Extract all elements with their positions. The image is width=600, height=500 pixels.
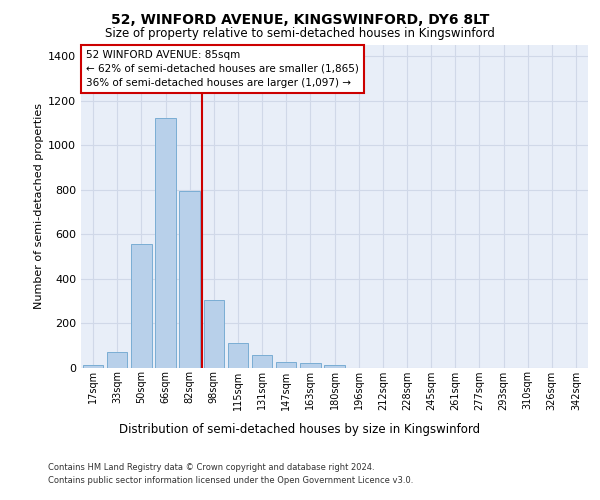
Text: Contains HM Land Registry data © Crown copyright and database right 2024.: Contains HM Land Registry data © Crown c… [48,462,374,471]
Bar [300,364,320,368]
Bar [179,190,200,368]
Bar [107,352,127,368]
Bar [131,244,152,368]
Text: Distribution of semi-detached houses by size in Kingswinford: Distribution of semi-detached houses by … [119,422,481,436]
Y-axis label: Number of semi-detached properties: Number of semi-detached properties [34,104,44,309]
Text: Size of property relative to semi-detached houses in Kingswinford: Size of property relative to semi-detach… [105,28,495,40]
Bar [83,366,103,368]
Bar [155,118,176,368]
Text: 52, WINFORD AVENUE, KINGSWINFORD, DY6 8LT: 52, WINFORD AVENUE, KINGSWINFORD, DY6 8L… [111,12,489,26]
Bar [252,356,272,368]
Bar [203,300,224,368]
Bar [227,343,248,367]
Bar [324,366,345,368]
Text: Contains public sector information licensed under the Open Government Licence v3: Contains public sector information licen… [48,476,413,485]
Bar [276,362,296,368]
Text: 52 WINFORD AVENUE: 85sqm
← 62% of semi-detached houses are smaller (1,865)
36% o: 52 WINFORD AVENUE: 85sqm ← 62% of semi-d… [86,50,359,88]
